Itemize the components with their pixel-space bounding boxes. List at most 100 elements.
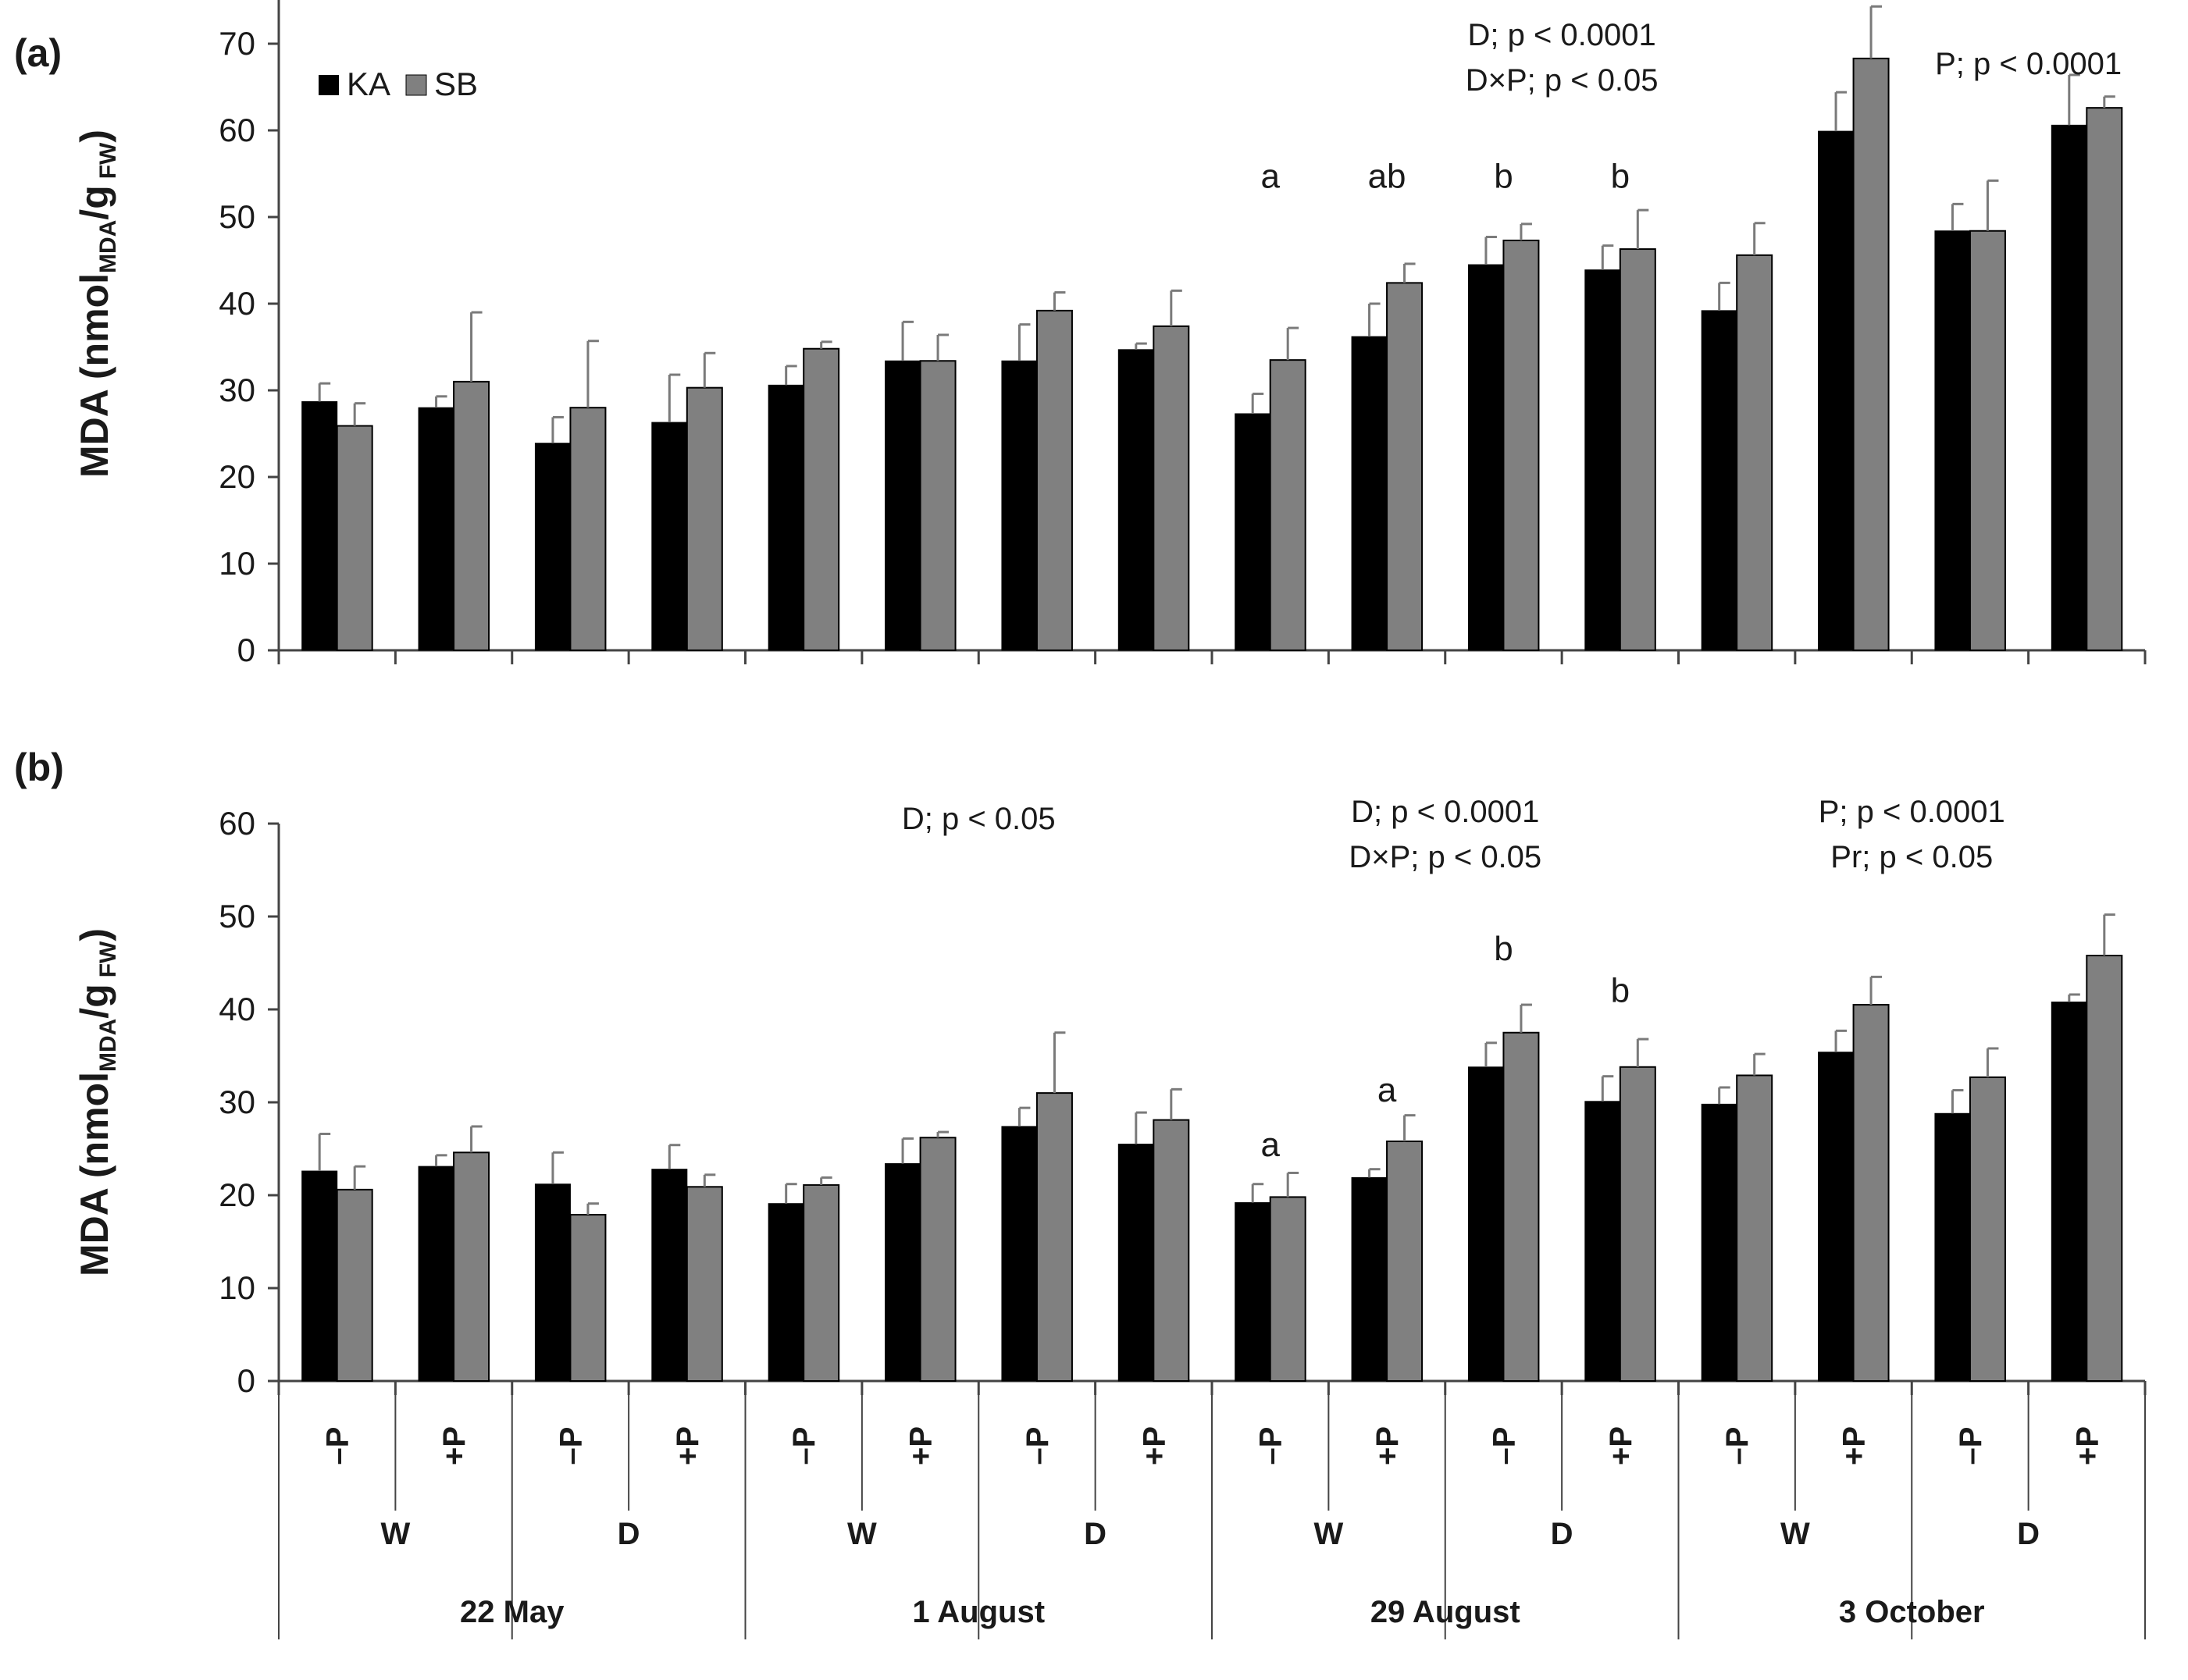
error-bar bbox=[1834, 1029, 1848, 1052]
bar-ka bbox=[651, 1169, 688, 1382]
error-bar bbox=[668, 373, 681, 423]
error-bar bbox=[936, 1130, 950, 1138]
significance-letter: a bbox=[1260, 157, 1280, 195]
error-bar bbox=[1017, 323, 1031, 361]
error-bar bbox=[1601, 1075, 1614, 1102]
error-bar bbox=[703, 351, 716, 388]
error-bar bbox=[1869, 975, 1883, 1006]
bar-ka bbox=[885, 1163, 921, 1382]
treatment-label: +P bbox=[437, 1426, 472, 1465]
legend: KA SB bbox=[319, 66, 478, 102]
treatment-label: +P bbox=[2070, 1426, 2104, 1465]
treatment-label: –P bbox=[1954, 1427, 1988, 1465]
error-bar bbox=[470, 1125, 483, 1153]
water-regime-label: D bbox=[1084, 1517, 1106, 1551]
error-bar bbox=[1484, 236, 1497, 265]
bar-ka bbox=[1235, 413, 1271, 651]
significance-letter: a bbox=[1377, 1071, 1397, 1109]
panel-b: (b) 0 10 20 30 40 50 60 MDA (nmolMDA/g FW) a a b b D; … bbox=[14, 746, 2147, 1639]
bar-sb bbox=[1736, 1074, 1773, 1382]
bar-sb bbox=[686, 386, 723, 651]
legend-swatch-ka bbox=[319, 75, 339, 95]
bar-ka bbox=[1467, 1066, 1504, 1382]
bar-sb bbox=[686, 1186, 723, 1383]
treatment-label: +P bbox=[904, 1426, 939, 1465]
date-label: 3 October bbox=[1839, 1595, 1985, 1629]
bar-sb bbox=[1035, 309, 1073, 651]
error-bar bbox=[470, 311, 483, 382]
treatment-label: –P bbox=[1021, 1427, 1055, 1465]
bar-sb bbox=[1969, 230, 2006, 651]
bar-sb bbox=[1269, 1196, 1306, 1382]
treatment-label: –P bbox=[1487, 1427, 1521, 1465]
y-tick-label: 40 bbox=[219, 991, 255, 1027]
bar-sb bbox=[919, 360, 957, 651]
bar-sb bbox=[1386, 1140, 1424, 1382]
treatment-label: +P bbox=[671, 1426, 705, 1465]
error-bar bbox=[353, 402, 366, 426]
y-tick-label: 30 bbox=[219, 372, 255, 408]
significance-letter: b bbox=[1494, 930, 1513, 968]
bar-sb bbox=[1153, 325, 1190, 651]
bar-sb bbox=[1269, 359, 1306, 651]
error-bar bbox=[1753, 222, 1766, 255]
error-bar bbox=[435, 395, 447, 408]
bar-ka bbox=[1934, 1112, 1971, 1382]
error-bar bbox=[1753, 1052, 1766, 1076]
error-bar bbox=[1017, 1106, 1031, 1127]
panel-label: (a) bbox=[14, 31, 62, 75]
panel-a: (a)01020304050607080MDA (nmolMDA/gFW)aab… bbox=[14, 0, 2147, 668]
stat-annotation: D×P; p < 0.05 bbox=[1349, 840, 1541, 874]
y-tick-label: 0 bbox=[237, 1362, 255, 1399]
error-bar bbox=[1520, 1003, 1532, 1033]
y-axis-label-part: MDA bbox=[95, 1019, 121, 1072]
error-bar bbox=[2068, 993, 2080, 1002]
bar-sb bbox=[1386, 282, 1424, 651]
y-axis-label-part: /g bbox=[73, 984, 116, 1018]
bar-ka bbox=[418, 407, 454, 651]
category-table: –P +P –P +P –P +P –P +P –P +P –P +P –P +P –P +P W D W D W D W D… bbox=[278, 1381, 2146, 1639]
bar-sb bbox=[1153, 1119, 1190, 1382]
error-bar bbox=[1403, 262, 1416, 283]
bar-sb bbox=[1619, 1066, 1656, 1383]
bar-sb bbox=[1969, 1076, 2006, 1382]
y-tick-label: 60 bbox=[219, 805, 255, 842]
date-label: 1 August bbox=[912, 1595, 1045, 1629]
bar-ka bbox=[1001, 1126, 1038, 1382]
bar-ka bbox=[1584, 269, 1621, 651]
water-regime-label: D bbox=[618, 1517, 640, 1551]
error-bar bbox=[901, 1137, 914, 1164]
y-axis-label: MDA (nmolMDA/g FW) bbox=[73, 130, 121, 478]
error-bar bbox=[1951, 202, 1964, 231]
bar-ka bbox=[651, 422, 688, 651]
error-bar bbox=[703, 1173, 716, 1187]
stat-annotation: D; p < 0.0001 bbox=[1467, 18, 1655, 52]
y-axis-label-part: FW bbox=[95, 941, 121, 977]
stat-annotation: D; p < 0.05 bbox=[902, 802, 1056, 836]
error-bar bbox=[785, 365, 797, 386]
stat-annotation: D; p < 0.0001 bbox=[1351, 795, 1539, 829]
bar-ka bbox=[1818, 130, 1855, 651]
error-bar bbox=[1718, 281, 1730, 311]
bar-sb bbox=[2086, 954, 2123, 1382]
water-regime-label: W bbox=[1780, 1517, 1810, 1551]
bar-ka bbox=[1934, 230, 1971, 651]
y-axis-label-part: /g bbox=[73, 185, 116, 219]
error-bar bbox=[1135, 342, 1147, 350]
y-axis-label-part: MDA (nmol bbox=[73, 1072, 116, 1276]
error-bar bbox=[785, 1183, 797, 1204]
error-bar bbox=[1170, 289, 1182, 326]
date-label: 29 August bbox=[1370, 1595, 1520, 1629]
stat-annotation: Pr; p < 0.05 bbox=[1830, 840, 1993, 874]
bar-ka bbox=[1351, 336, 1388, 651]
y-tick-label: 50 bbox=[219, 898, 255, 934]
error-bar bbox=[1951, 1089, 1964, 1114]
error-bar bbox=[1368, 1168, 1381, 1178]
error-bar bbox=[1251, 392, 1264, 414]
error-bar bbox=[1170, 1087, 1182, 1120]
y-tick-label: 20 bbox=[219, 1176, 255, 1213]
treatment-label: +P bbox=[1370, 1426, 1405, 1465]
treatment-label: –P bbox=[554, 1427, 588, 1465]
water-regime-label: W bbox=[380, 1517, 410, 1551]
error-bar bbox=[318, 1132, 331, 1172]
